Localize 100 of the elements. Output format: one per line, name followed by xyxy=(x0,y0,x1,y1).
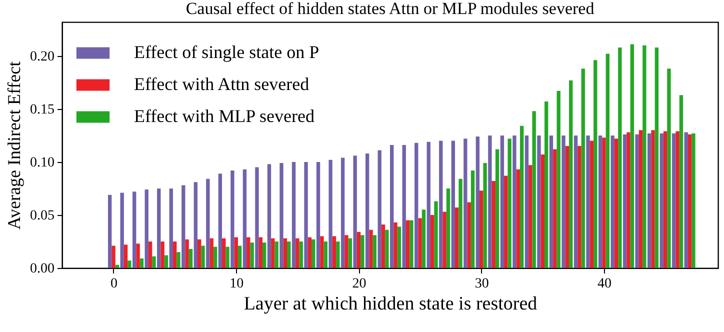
bar xyxy=(397,226,402,268)
bar xyxy=(394,222,398,268)
bar xyxy=(672,133,676,268)
bar xyxy=(336,241,340,268)
bar xyxy=(188,248,193,268)
bar xyxy=(688,134,692,268)
y-tick-label: 0.05 xyxy=(30,208,54,224)
bar xyxy=(176,252,180,268)
bar xyxy=(647,133,652,268)
bar xyxy=(578,146,582,268)
bar xyxy=(152,256,156,268)
bar xyxy=(148,241,152,268)
bar xyxy=(234,237,238,268)
bar xyxy=(128,260,132,268)
bar xyxy=(418,218,422,268)
legend-label: Effect of single state on P xyxy=(134,42,320,62)
bar xyxy=(160,241,164,268)
bar xyxy=(381,224,386,268)
bar xyxy=(250,242,254,268)
bar xyxy=(230,170,234,268)
y-axis-title: Average Indirect Effect xyxy=(4,61,24,230)
bar xyxy=(271,238,275,268)
bar xyxy=(201,246,205,268)
bar xyxy=(267,164,272,268)
bar xyxy=(353,156,357,268)
bar xyxy=(255,167,259,268)
bar xyxy=(360,235,364,268)
bar xyxy=(553,149,557,268)
bar xyxy=(210,238,214,268)
bar xyxy=(304,162,308,268)
bar xyxy=(213,246,218,268)
bar xyxy=(274,241,278,268)
y-tick-label: 0.15 xyxy=(30,102,54,118)
bar xyxy=(328,160,332,268)
x-tick-label: 40 xyxy=(597,276,612,292)
bar xyxy=(651,130,655,268)
y-tick-label: 0.10 xyxy=(30,155,54,170)
bar xyxy=(537,135,541,268)
bar xyxy=(667,68,671,268)
bar xyxy=(451,140,455,268)
bar xyxy=(663,131,668,268)
bar xyxy=(622,134,627,268)
bar xyxy=(124,244,128,268)
bar xyxy=(676,131,680,268)
bar xyxy=(242,169,247,268)
x-tick-label: 20 xyxy=(352,276,366,292)
bar xyxy=(164,255,168,268)
bar xyxy=(635,134,639,268)
bar xyxy=(185,239,189,268)
bar xyxy=(332,236,336,268)
bar xyxy=(120,192,124,268)
bar xyxy=(540,154,544,268)
bar xyxy=(372,235,377,268)
bar xyxy=(630,44,634,268)
bar xyxy=(422,210,426,268)
bar xyxy=(565,146,570,268)
bar xyxy=(287,241,291,268)
bar xyxy=(324,241,328,268)
y-tick-label: 0.20 xyxy=(30,49,54,64)
bar xyxy=(606,54,610,268)
bar xyxy=(292,162,296,268)
bar xyxy=(320,236,324,268)
bar xyxy=(222,238,226,268)
bar xyxy=(206,178,210,268)
bar xyxy=(660,133,664,268)
bar xyxy=(442,212,446,268)
bar xyxy=(439,140,443,268)
bar xyxy=(532,111,536,268)
bar xyxy=(638,130,643,268)
bar xyxy=(581,68,585,268)
bar xyxy=(197,239,202,268)
bar xyxy=(390,145,394,268)
bar xyxy=(480,190,484,268)
bar xyxy=(594,60,598,268)
bar xyxy=(598,135,602,268)
bar xyxy=(299,241,303,268)
bar xyxy=(528,165,532,268)
bar xyxy=(194,182,198,268)
bar xyxy=(410,220,414,268)
bar xyxy=(524,135,529,268)
x-tick-label: 30 xyxy=(474,276,489,292)
bar xyxy=(500,135,504,268)
bar xyxy=(280,163,284,268)
bar xyxy=(157,188,161,268)
bar xyxy=(226,246,230,268)
bar xyxy=(458,178,462,268)
bar xyxy=(340,158,345,268)
bar xyxy=(495,149,500,268)
legend-label: Effect with Attn severed xyxy=(134,74,310,94)
bar xyxy=(369,230,373,268)
bar xyxy=(426,142,430,268)
bar xyxy=(586,135,590,268)
bar xyxy=(470,170,475,268)
bar xyxy=(679,95,684,268)
bar xyxy=(414,142,418,268)
bar xyxy=(446,188,450,268)
bar xyxy=(140,258,144,268)
bar xyxy=(283,238,287,268)
bar xyxy=(483,163,487,268)
bar xyxy=(590,140,594,268)
